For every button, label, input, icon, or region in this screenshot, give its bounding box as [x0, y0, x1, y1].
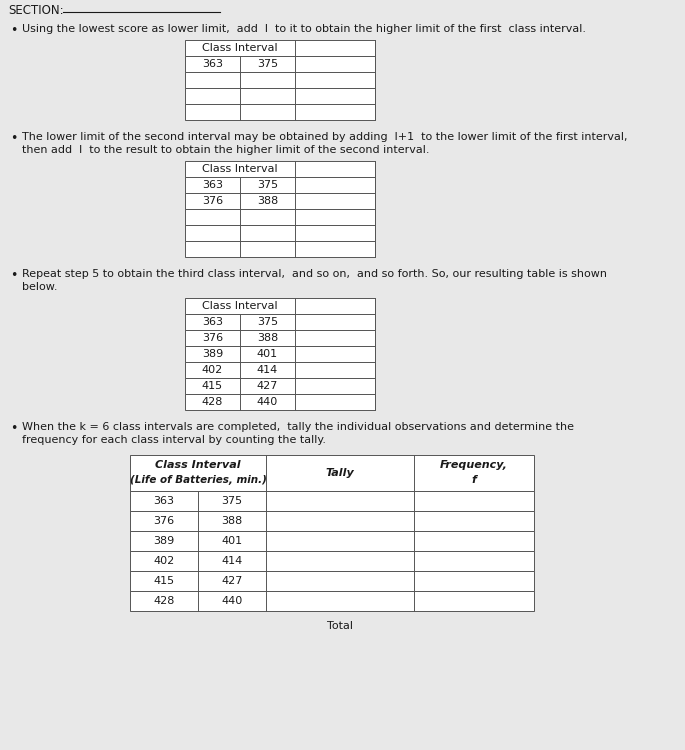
Text: 388: 388 — [257, 333, 278, 343]
Bar — [185, 346, 375, 362]
Bar — [185, 88, 375, 104]
Text: Class Interval: Class Interval — [202, 164, 278, 174]
Bar — [185, 193, 375, 209]
Text: below.: below. — [22, 282, 58, 292]
Bar — [185, 314, 375, 330]
Bar — [130, 571, 534, 591]
Bar — [130, 491, 534, 511]
Text: •: • — [10, 269, 17, 282]
Text: Class Interval: Class Interval — [155, 460, 241, 470]
Text: 363: 363 — [202, 180, 223, 190]
Text: 376: 376 — [153, 516, 175, 526]
Text: 415: 415 — [153, 576, 175, 586]
Text: 440: 440 — [221, 596, 242, 606]
Text: Using the lowest score as lower limit,  add  l  to it to obtain the higher limit: Using the lowest score as lower limit, a… — [22, 24, 586, 34]
Text: 440: 440 — [257, 397, 278, 407]
Text: Tally: Tally — [325, 468, 354, 478]
Text: 363: 363 — [202, 59, 223, 69]
Text: 375: 375 — [257, 180, 278, 190]
Text: •: • — [10, 24, 17, 37]
Text: 414: 414 — [221, 556, 242, 566]
Text: 414: 414 — [257, 365, 278, 375]
Text: When the k = 6 class intervals are completed,  tally the individual observations: When the k = 6 class intervals are compl… — [22, 422, 574, 432]
Text: Class Interval: Class Interval — [202, 301, 278, 311]
Bar — [130, 591, 534, 611]
Text: 402: 402 — [202, 365, 223, 375]
Bar — [185, 330, 375, 346]
Text: The lower limit of the second interval may be obtained by adding  l+1  to the lo: The lower limit of the second interval m… — [22, 132, 627, 142]
Bar — [185, 209, 375, 225]
Bar — [185, 161, 375, 177]
Text: 402: 402 — [153, 556, 175, 566]
Bar — [185, 225, 375, 241]
Bar — [130, 551, 534, 571]
Bar — [130, 511, 534, 531]
Text: 415: 415 — [202, 381, 223, 391]
Bar — [130, 455, 534, 491]
Text: 389: 389 — [153, 536, 175, 546]
Bar — [185, 56, 375, 72]
Bar — [185, 298, 375, 314]
Text: 388: 388 — [221, 516, 242, 526]
Text: then add  l  to the result to obtain the higher limit of the second interval.: then add l to the result to obtain the h… — [22, 145, 429, 155]
Text: 401: 401 — [257, 349, 278, 359]
Bar — [185, 72, 375, 88]
Bar — [185, 177, 375, 193]
Text: f: f — [471, 475, 477, 485]
Text: (Life of Batteries, min.): (Life of Batteries, min.) — [129, 475, 266, 485]
Text: 389: 389 — [202, 349, 223, 359]
Text: 427: 427 — [257, 381, 278, 391]
Bar — [185, 241, 375, 257]
Bar — [185, 104, 375, 120]
Text: Repeat step 5 to obtain the third class interval,  and so on,  and so forth. So,: Repeat step 5 to obtain the third class … — [22, 269, 607, 279]
Text: 375: 375 — [257, 317, 278, 327]
Text: 376: 376 — [202, 196, 223, 206]
Bar — [130, 531, 534, 551]
Text: SECTION:: SECTION: — [8, 4, 64, 17]
Bar — [185, 362, 375, 378]
Text: 428: 428 — [153, 596, 175, 606]
Text: Class Interval: Class Interval — [202, 43, 278, 53]
Text: 388: 388 — [257, 196, 278, 206]
Text: •: • — [10, 422, 17, 435]
Bar — [185, 394, 375, 410]
Text: 428: 428 — [202, 397, 223, 407]
Text: Frequency,: Frequency, — [440, 460, 508, 470]
Text: 376: 376 — [202, 333, 223, 343]
Text: 401: 401 — [221, 536, 242, 546]
Text: 375: 375 — [221, 496, 242, 506]
Text: 363: 363 — [202, 317, 223, 327]
Text: 363: 363 — [153, 496, 175, 506]
Text: •: • — [10, 132, 17, 145]
Bar — [185, 40, 375, 56]
Text: 375: 375 — [257, 59, 278, 69]
Text: 427: 427 — [221, 576, 242, 586]
Text: Total: Total — [327, 621, 353, 631]
Text: frequency for each class interval by counting the tally.: frequency for each class interval by cou… — [22, 435, 326, 445]
Bar — [185, 378, 375, 394]
